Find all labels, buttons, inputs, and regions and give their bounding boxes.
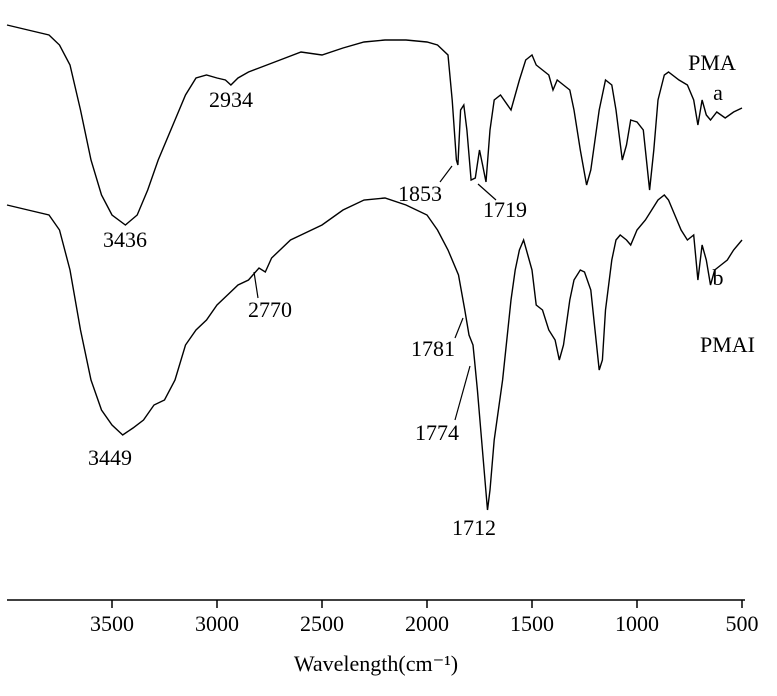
peak-label: 1774 bbox=[415, 420, 459, 445]
leader-line bbox=[253, 271, 259, 299]
leader-line bbox=[439, 165, 453, 183]
spectrum-line bbox=[6, 24, 743, 226]
series-name: PMAI bbox=[700, 332, 755, 357]
series-letter: b bbox=[713, 265, 724, 290]
series-name: PMA bbox=[688, 50, 736, 75]
x-tick-label: 3500 bbox=[90, 611, 134, 636]
peak-label: 2934 bbox=[209, 87, 253, 112]
x-tick-label: 1500 bbox=[510, 611, 554, 636]
peak-label: 3449 bbox=[88, 445, 132, 470]
peak-label: 3436 bbox=[103, 227, 147, 252]
leader-line bbox=[454, 365, 471, 421]
peak-label: 1781 bbox=[411, 336, 455, 361]
spectrum-line bbox=[6, 194, 743, 511]
series-letter: a bbox=[713, 80, 723, 105]
peak-label: 1853 bbox=[398, 181, 442, 206]
x-tick-label: 3000 bbox=[195, 611, 239, 636]
peak-label: 1719 bbox=[483, 197, 527, 222]
x-tick-label: 2500 bbox=[300, 611, 344, 636]
x-tick-label: 1000 bbox=[615, 611, 659, 636]
leader-line bbox=[454, 317, 464, 339]
x-axis-title: Wavelength(cm⁻¹) bbox=[294, 651, 458, 676]
peak-label: 1712 bbox=[452, 515, 496, 540]
leader-line bbox=[477, 183, 497, 201]
peak-label: 2770 bbox=[248, 297, 292, 322]
x-tick-label: 500 bbox=[726, 611, 759, 636]
x-tick-label: 2000 bbox=[405, 611, 449, 636]
